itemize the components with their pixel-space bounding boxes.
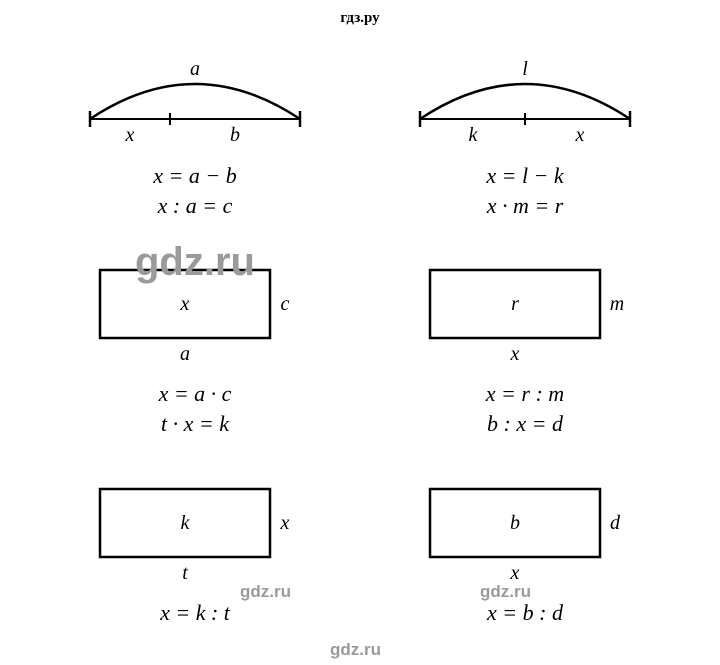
rect-bottom-label: a [180, 343, 190, 365]
rect-diagram-4: b d x [415, 479, 635, 584]
equation: x = b : d [487, 598, 563, 628]
cell-3: x c a x = a · c t · x = k [40, 260, 350, 438]
cell-6: b d x x = b : d [370, 479, 680, 628]
rect-center-label: b [510, 512, 520, 534]
equation: x = r : m [486, 379, 564, 409]
equation: t · x = k [161, 409, 229, 439]
arc-left-label: k [469, 124, 479, 146]
equation: x = a · c [159, 379, 232, 409]
equation: b : x = d [487, 409, 563, 439]
equation: x : a = c [158, 191, 233, 221]
site-header: гдз.ру [0, 0, 720, 27]
rect-side-label: d [610, 512, 621, 534]
rect-center-label: k [181, 512, 191, 534]
arc-right-label: x [575, 124, 585, 146]
cell-1: a x b x = a − b x : a = c [40, 57, 350, 220]
cell-4: r m x x = r : m b : x = d [370, 260, 680, 438]
arc-right-label: b [230, 124, 240, 146]
rect-diagram-2: r m x [415, 260, 635, 365]
rect-center-label: x [180, 293, 190, 315]
rect-diagram-3: k x t [85, 479, 305, 584]
rect-side-label: m [610, 293, 624, 315]
arc-top-label: l [522, 58, 528, 80]
arc-diagram-1: a x b [75, 57, 315, 147]
equation: x = k : t [160, 598, 230, 628]
rect-side-label: c [281, 293, 290, 315]
rect-side-label: x [280, 512, 290, 534]
cell-5: k x t x = k : t [40, 479, 350, 628]
rect-diagram-1: x c a [85, 260, 305, 365]
cell-2: l k x x = l − k x · m = r [370, 57, 680, 220]
equation: x = a − b [153, 161, 236, 191]
watermark: gdz.ru [330, 640, 381, 660]
equation: x = l − k [486, 161, 563, 191]
rect-bottom-label: x [510, 343, 520, 365]
rect-bottom-label: x [510, 562, 520, 584]
equation: x · m = r [487, 191, 564, 221]
rect-center-label: r [511, 293, 519, 315]
arc-diagram-2: l k x [405, 57, 645, 147]
rect-bottom-label: t [182, 562, 188, 584]
arc-left-label: x [125, 124, 135, 146]
arc-top-label: a [190, 58, 200, 80]
content-grid: a x b x = a − b x : a = c l k x x = l − … [0, 27, 720, 627]
